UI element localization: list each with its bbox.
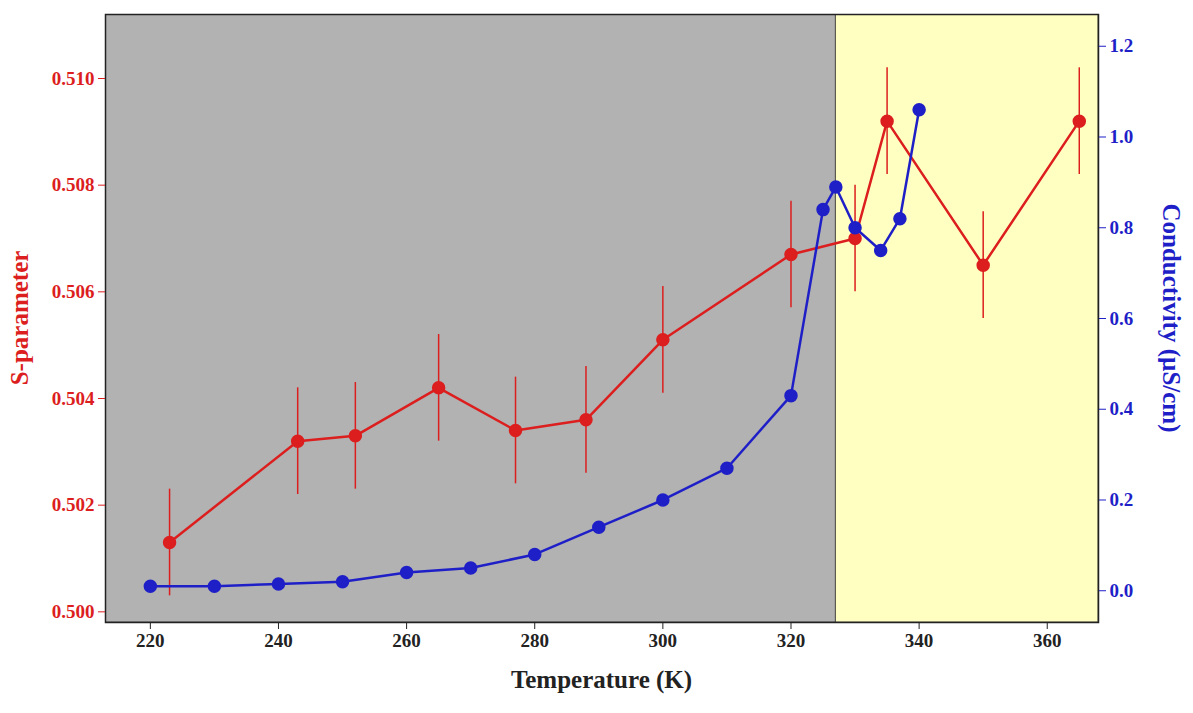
svg-text:0.8: 0.8 (1110, 217, 1134, 238)
svg-text:300: 300 (649, 630, 678, 651)
svg-text:0.2: 0.2 (1110, 489, 1134, 510)
svg-text:320: 320 (777, 630, 806, 651)
html-text:Conductivity (µS/cm): Conductivity (µS/cm) (1158, 203, 1185, 433)
svg-text:220: 220 (136, 630, 165, 651)
svg-text:0.504: 0.504 (52, 388, 95, 409)
svg-text:0.0: 0.0 (1110, 580, 1134, 601)
html-text:S-parameter: S-parameter (6, 250, 33, 386)
svg-text:240: 240 (264, 630, 293, 651)
svg-text:280: 280 (520, 630, 549, 651)
svg-text:0.506: 0.506 (52, 281, 95, 302)
svg-text:1.2: 1.2 (1110, 35, 1134, 56)
html-text:Temperature (K): Temperature (K) (510, 666, 693, 693)
svg-text:0.4: 0.4 (1110, 398, 1134, 419)
svg-text:0.502: 0.502 (52, 494, 95, 515)
svg-text:340: 340 (905, 630, 934, 651)
svg-text:260: 260 (392, 630, 421, 651)
svg-text:0.6: 0.6 (1110, 308, 1134, 329)
svg-text:0.500: 0.500 (52, 601, 95, 622)
svg-text:0.508: 0.508 (52, 174, 95, 195)
svg-text:360: 360 (1033, 630, 1062, 651)
svg-text:0.510: 0.510 (52, 68, 95, 89)
svg-text:1.0: 1.0 (1110, 126, 1134, 147)
